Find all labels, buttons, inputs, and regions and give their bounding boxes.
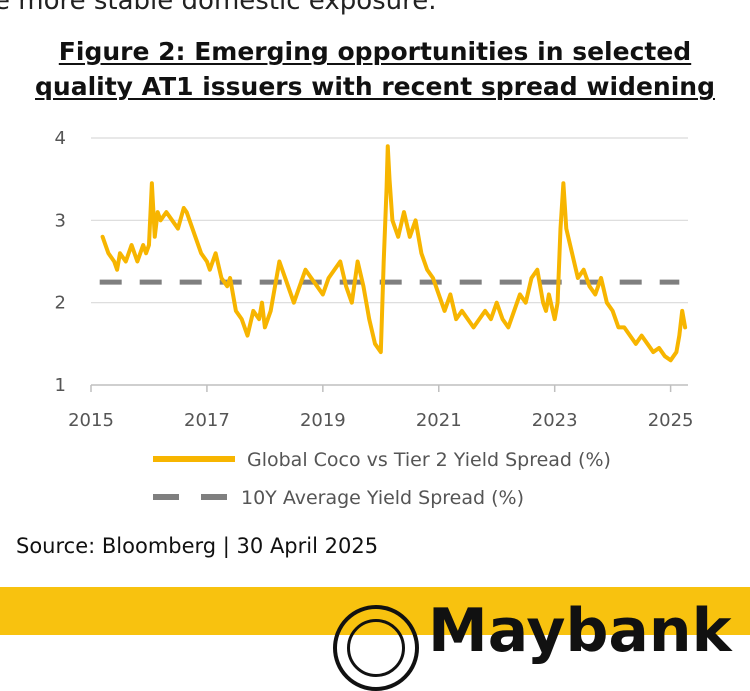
footer-banner: Maybank	[0, 587, 750, 691]
x-tick-label-2015: 2015	[68, 410, 114, 431]
y-tick-label-1: 1	[55, 375, 66, 396]
x-tick-label-2019: 2019	[300, 410, 346, 431]
series-line-coco-spread	[100, 144, 688, 363]
figure-title-line-1: Figure 2: Emerging opportunities in sele…	[58, 37, 692, 66]
source-note: Source: Bloomberg | 30 April 2025	[16, 534, 379, 558]
legend: Global Coco vs Tier 2 Yield Spread (%) 10…	[153, 449, 611, 509]
series-lines	[99, 144, 688, 363]
figure-title: Figure 2: Emerging opportunities in sele…	[0, 34, 750, 104]
legend-label-10y-average: 10Y Average Yield Spread (%)	[241, 487, 524, 509]
brand-wordmark: Maybank	[428, 596, 732, 666]
y-tick-label-2: 2	[55, 293, 66, 314]
x-axis: 2015 2017 2019 2021 2023 2025	[68, 384, 694, 431]
tiger-logo-icon	[333, 605, 419, 691]
x-tick-label-2017: 2017	[184, 410, 230, 431]
x-tick-label-2023: 2023	[532, 410, 578, 431]
legend-label-coco-spread: Global Coco vs Tier 2 Yield Spread (%)	[247, 449, 611, 471]
x-tick-label-2025: 2025	[648, 410, 694, 431]
y-axis: 1 2 3 4	[55, 128, 66, 396]
preceding-text-fragment: e more stable domestic exposure.	[0, 0, 437, 16]
spread-line-chart: 1 2 3 4 2015 2017 2019 2021 2023 2025 Global Coc…	[55, 128, 694, 509]
y-tick-label-4: 4	[55, 128, 66, 149]
figure-title-line-2: quality AT1 issuers with recent spread w…	[35, 72, 715, 101]
x-tick-label-2021: 2021	[416, 410, 462, 431]
y-tick-label-3: 3	[55, 210, 66, 231]
